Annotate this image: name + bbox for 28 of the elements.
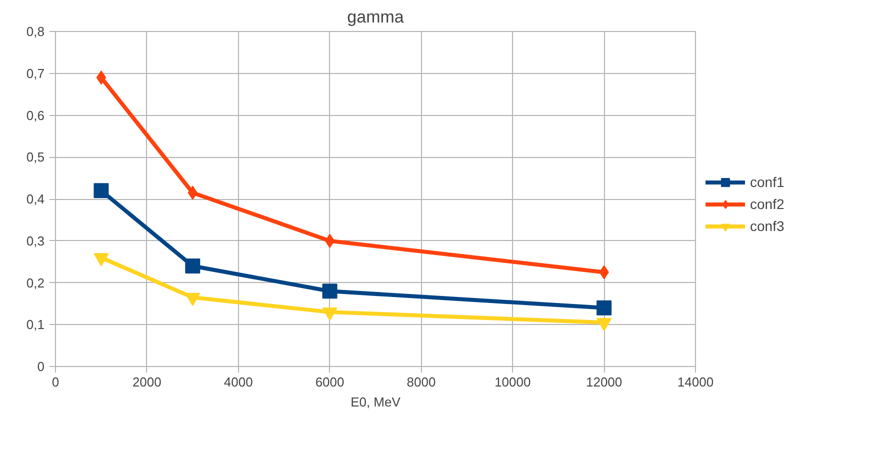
y-tick-label: 0,3 xyxy=(26,233,45,248)
y-tick-label: 0,4 xyxy=(26,192,45,206)
y-tick-label: 0 xyxy=(37,359,45,374)
y-tick-label: 0,1 xyxy=(26,317,45,332)
x-tick-label: 6000 xyxy=(315,374,344,390)
x-tick-label: 8000 xyxy=(406,374,436,390)
y-tick-label: 0,8 xyxy=(26,24,45,39)
chart-title: gamma xyxy=(347,8,404,26)
point xyxy=(96,70,106,85)
point xyxy=(322,284,338,299)
point xyxy=(94,183,109,198)
y-tick-label: 0,2 xyxy=(26,275,45,290)
y-tick-label: 0,5 xyxy=(26,150,45,165)
x-tick-label: 0 xyxy=(52,374,60,390)
x-tick-label: 4000 xyxy=(224,374,253,390)
point xyxy=(596,300,612,316)
x-tick-label: 12000 xyxy=(586,374,622,390)
y-tick-label: 0,7 xyxy=(26,66,45,81)
point xyxy=(324,234,335,248)
x-axis-title: E0, MeV xyxy=(350,394,401,410)
legend-label: conf3 xyxy=(750,218,784,234)
x-tick-label: 14000 xyxy=(677,374,714,390)
x-tick-label: 2000 xyxy=(132,374,162,390)
y-tick-label: 0,6 xyxy=(26,108,45,123)
legend-label: conf2 xyxy=(750,196,784,212)
x-tick-label: 10000 xyxy=(494,374,531,390)
point xyxy=(185,258,200,274)
legend-label: conf1 xyxy=(750,174,784,190)
